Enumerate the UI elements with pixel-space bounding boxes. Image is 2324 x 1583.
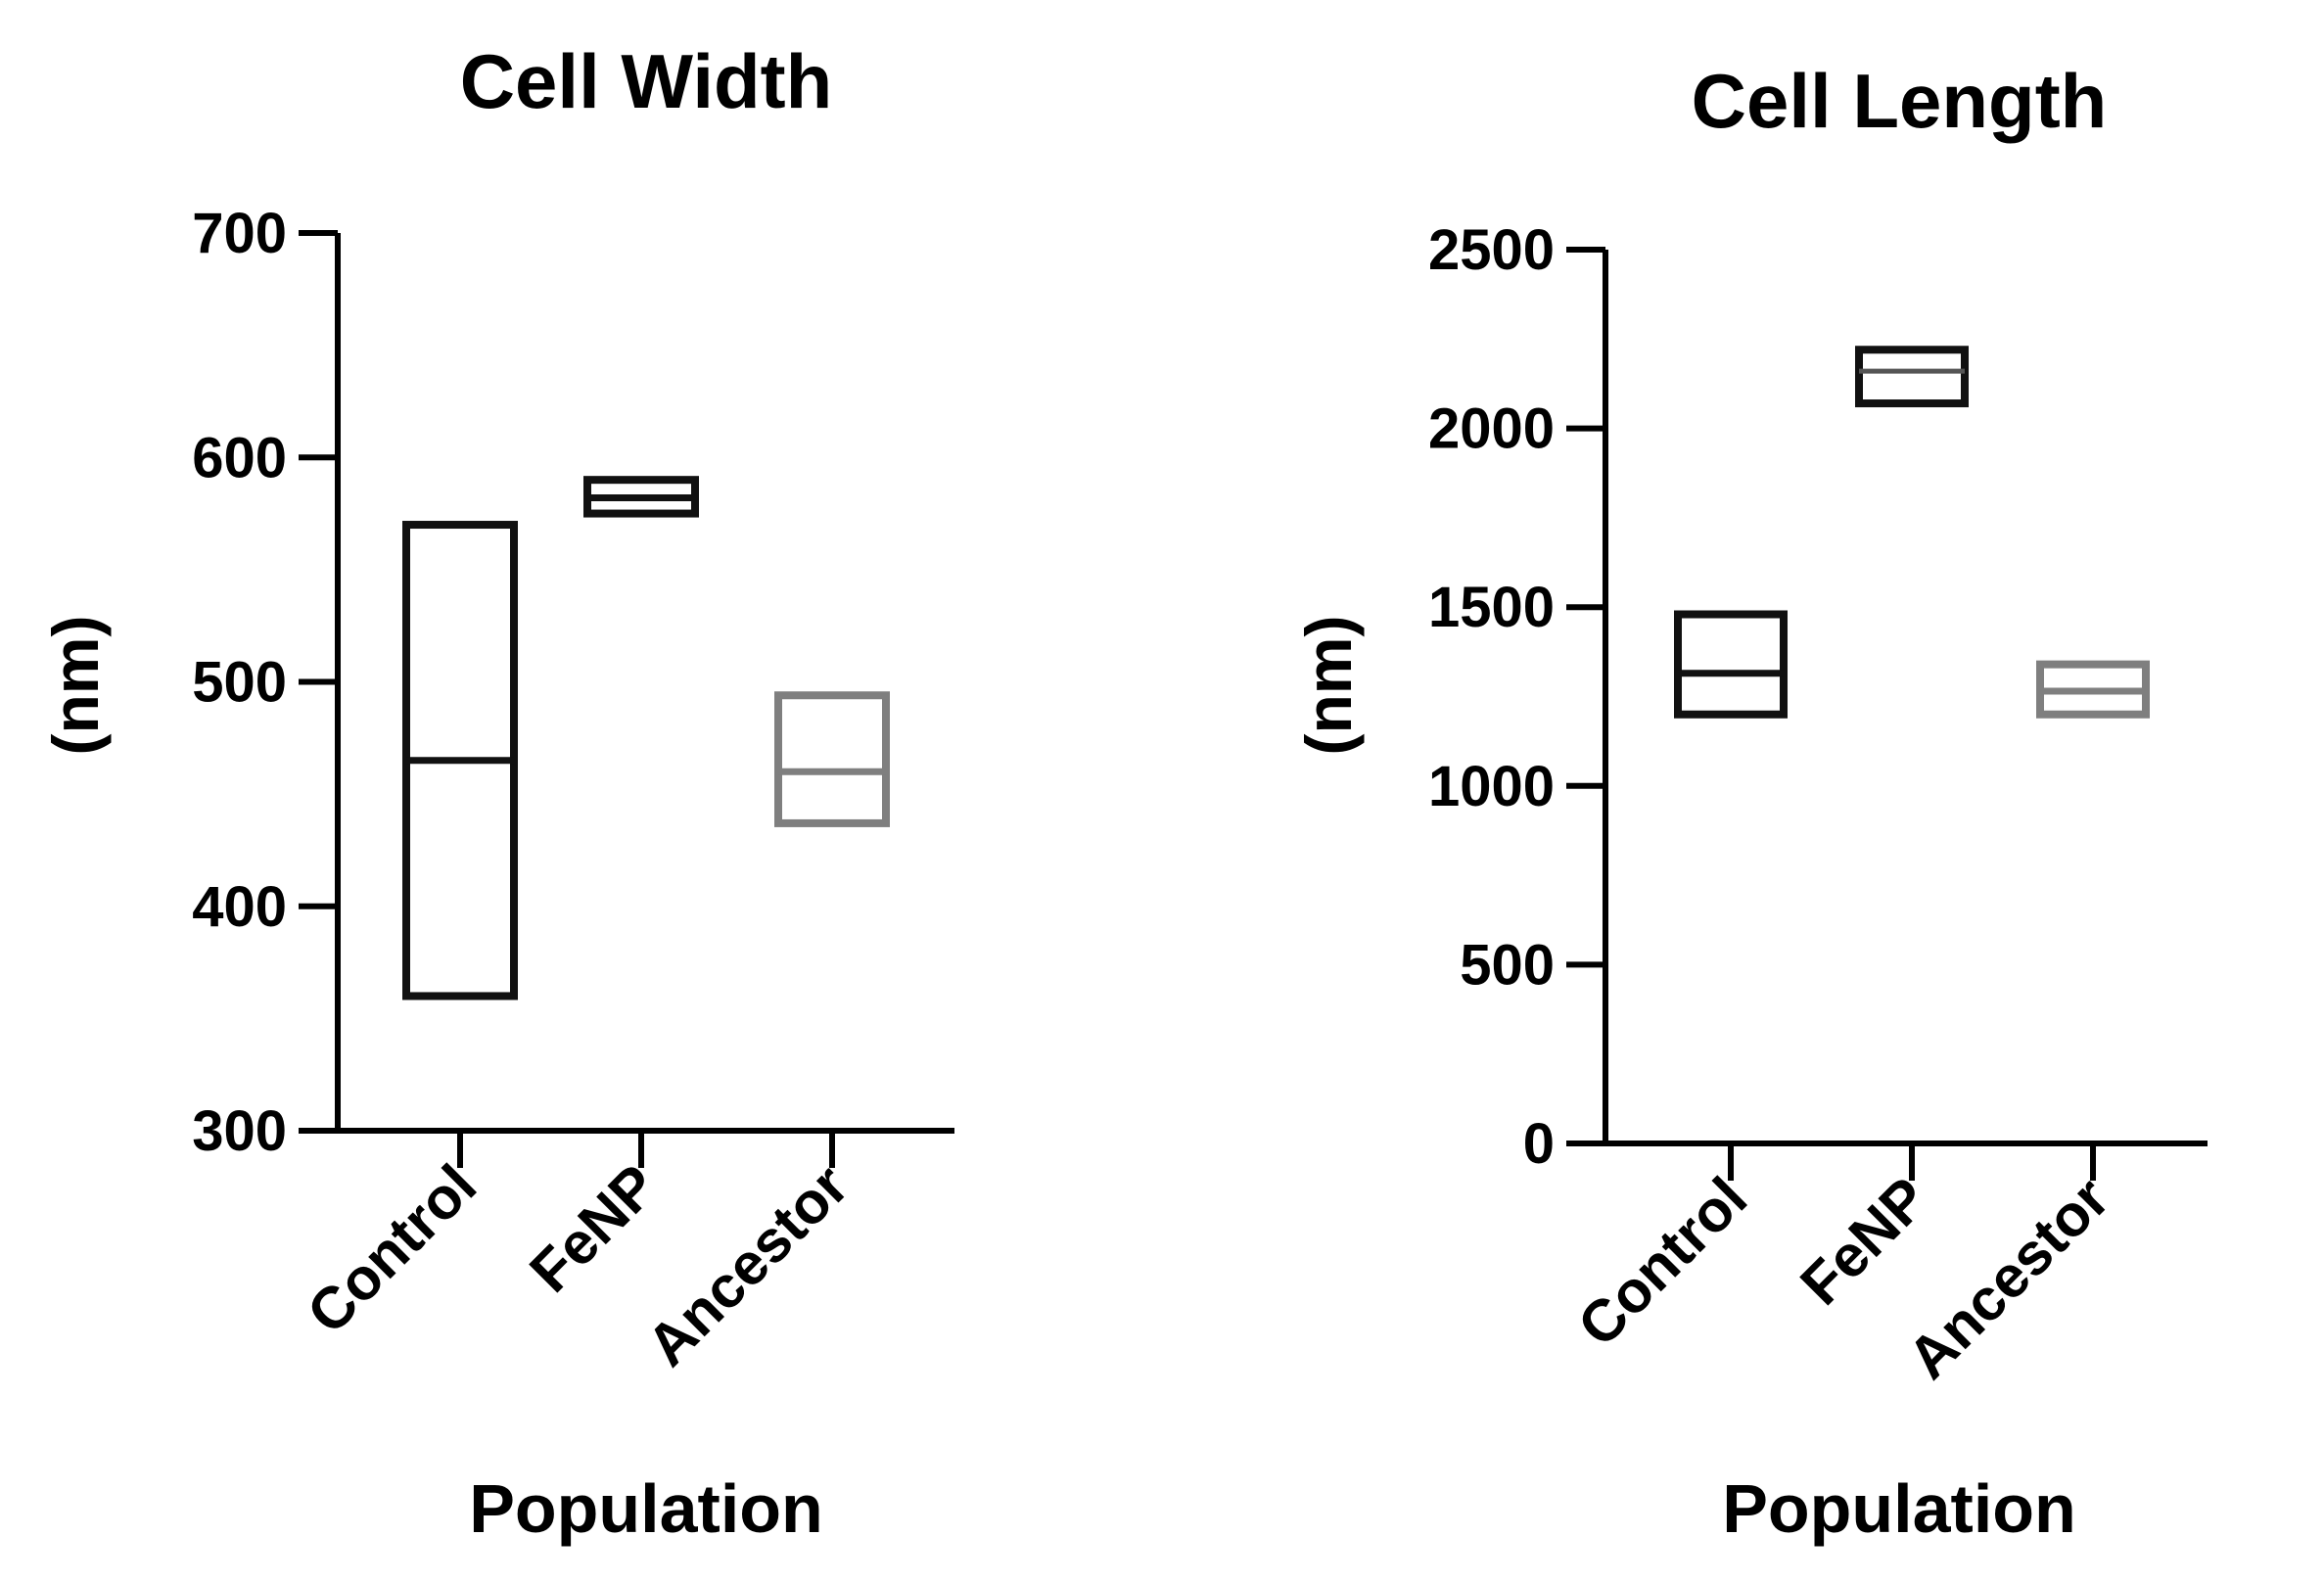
- x-tick-label: Ancestor: [1895, 1165, 2121, 1391]
- box-control: [1674, 610, 1788, 719]
- x-tick-label: FeNP: [1788, 1165, 1940, 1318]
- x-tick-label: Ancestor: [634, 1152, 860, 1378]
- x-axis-label: Population: [469, 1470, 823, 1547]
- y-tick-label: 1500: [1428, 576, 1555, 639]
- y-axis-label: (nm): [1292, 616, 1365, 756]
- y-tick-label: 0: [1523, 1112, 1555, 1176]
- x-tick-label: FeNP: [517, 1152, 670, 1305]
- y-tick-label: 1000: [1428, 755, 1555, 818]
- y-tick-label: 500: [1460, 933, 1555, 997]
- box-ancestor: [774, 691, 890, 827]
- y-tick-label: 700: [192, 202, 287, 265]
- y-tick-label: 500: [192, 651, 287, 715]
- x-tick-label: Control: [295, 1152, 488, 1346]
- y-tick-label: 2000: [1428, 397, 1555, 461]
- cell-width-chart: Cell Width (nm) Population 300 400 500 600 7…: [39, 38, 954, 1547]
- y-tick-label: 300: [192, 1099, 287, 1163]
- y-tick-label: 2500: [1428, 218, 1555, 282]
- x-tick-label: Control: [1565, 1165, 1759, 1359]
- chart-title: Cell Width: [460, 38, 833, 124]
- y-axis-label: (nm): [39, 616, 112, 756]
- chart-title: Cell Length: [1692, 58, 2108, 144]
- y-tick-label: 400: [192, 875, 287, 939]
- box-fenp: [1855, 346, 1969, 408]
- y-tick-label: 600: [192, 426, 287, 489]
- cell-length-chart: Cell Length (nm) Population 0 500 1000 1500…: [1292, 58, 2208, 1547]
- x-axis-label: Population: [1722, 1470, 2076, 1547]
